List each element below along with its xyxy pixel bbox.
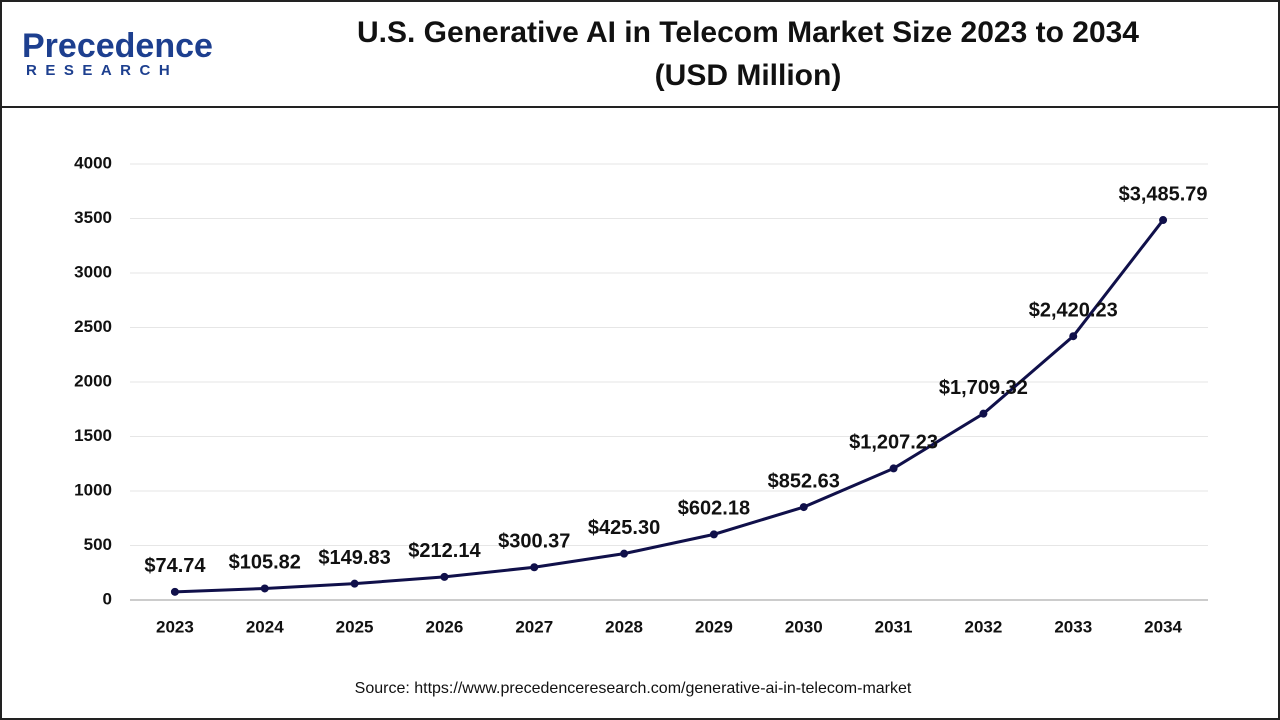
y-tick-label: 0 [103,589,112,608]
x-tick-label: 2034 [1144,617,1182,636]
y-tick-label: 4000 [74,153,112,172]
point [799,503,808,512]
x-tick-label: 2031 [875,617,913,636]
x-tick-label: 2033 [1054,617,1092,636]
value-label: $105.82 [229,552,301,574]
point [620,549,629,558]
point [530,563,539,572]
x-tick-label: 2030 [785,617,823,636]
value-label: $3,485.79 [1119,183,1208,205]
x-tick-label: 2029 [695,617,733,636]
y-tick-label: 3000 [74,262,112,281]
x-tick-label: 2032 [965,617,1003,636]
value-label: $602.18 [678,498,750,520]
point [1069,332,1078,341]
y-tick-label: 1000 [74,480,112,499]
value-label: $425.30 [588,517,660,539]
point [260,584,269,593]
x-tick-label: 2028 [605,617,643,636]
y-tick-label: 1500 [74,426,112,445]
source: Source: https://www.precedenceresearch.c… [355,680,912,697]
chart-subtitle: (USD Million) [655,59,842,92]
point [709,530,718,539]
y-tick-label: 2500 [74,317,112,336]
point [350,579,359,588]
x-tick-label: 2023 [156,617,194,636]
y-tick-label: 500 [84,535,112,554]
value-label: $852.63 [768,470,840,492]
value-label: $1,207.23 [849,432,938,454]
x-tick-label: 2027 [515,617,553,636]
value-label: $74.74 [144,555,206,577]
y-tick-label: 3500 [74,208,112,227]
line [174,219,1165,594]
x-tick-label: 2026 [426,617,464,636]
logo-tagline: RESEARCH [26,62,178,79]
value-label: $212.14 [408,540,481,562]
value-label: $2,420.23 [1029,299,1118,321]
value-label: $300.37 [498,531,570,553]
x-tick-label: 2025 [336,617,374,636]
point [889,464,898,473]
value-label: $1,709.32 [939,377,1028,399]
point [979,409,988,418]
logo-name: Precedence [22,27,213,65]
point [1159,216,1168,225]
y-tick-label: 2000 [74,371,112,390]
point [170,587,179,596]
value-label: $149.83 [318,547,390,569]
point [440,572,449,581]
x-tick-label: 2024 [246,617,284,636]
chart-title: U.S. Generative AI in Telecom Market Siz… [357,16,1139,49]
